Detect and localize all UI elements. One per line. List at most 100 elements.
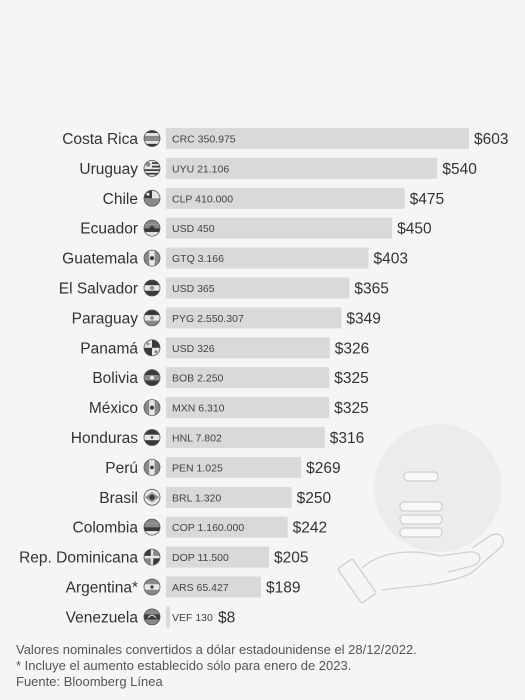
chart-row: Ecuador USD 450 $450 (80, 217, 432, 239)
chart-row: Costa Rica CRC 350.975 $603 (62, 128, 508, 149)
category-label: Panamá (80, 340, 138, 357)
value-label: $475 (410, 191, 444, 208)
minimum-wage-bar-chart: Costa Rica CRC 350.975 $603 Uruguay UYU 21.1… (19, 128, 508, 628)
local-currency-label: USD 450 (172, 223, 215, 235)
category-label: Guatemala (62, 251, 138, 268)
chart-row: Brasil BRL 1.320 $250 (99, 486, 332, 508)
chart-row: Honduras HNL 7.802 $316 (71, 427, 364, 448)
chart-row: México MXN 6.310 $325 (89, 397, 369, 419)
chile-flag-icon (143, 189, 161, 207)
value-label: $603 (474, 131, 508, 148)
bar (166, 367, 330, 389)
bar (166, 128, 469, 149)
value-label: $326 (335, 340, 369, 357)
category-label: Ecuador (80, 221, 138, 238)
bar (166, 217, 393, 239)
local-currency-label: ARS 65.427 (172, 582, 229, 594)
mexico-flag-icon (143, 399, 161, 417)
panama-flag-icon (143, 339, 161, 357)
category-label: Costa Rica (62, 131, 138, 148)
bar (166, 397, 330, 419)
value-label: $540 (442, 161, 477, 178)
venezuela-flag-icon (143, 608, 161, 626)
local-currency-label: BOB 2.250 (172, 373, 224, 385)
uruguay-flag-icon (143, 159, 161, 177)
chart-row: Perú PEN 1.025 $269 (105, 456, 341, 478)
footer-note-conversion: Valores nominales convertidos a dólar es… (16, 642, 417, 657)
value-label: $349 (346, 310, 380, 327)
el-salvador-flag-icon (143, 279, 161, 297)
chart-row: Colombia COP 1.160.000 $242 (73, 516, 327, 538)
category-label: México (89, 400, 138, 417)
chart-row: Venezuela VEF 130 $8 (66, 606, 235, 628)
chart-row: Paraguay PYG 2.550.307 $349 (72, 307, 381, 329)
dominican-republic-flag-icon (143, 548, 161, 566)
category-label: Perú (105, 460, 138, 477)
chart-row: Uruguay UYU 21.106 $540 (79, 157, 477, 179)
chart-row: Argentina* ARS 65.427 $189 (66, 576, 300, 598)
bar (166, 247, 369, 269)
value-label: $242 (293, 520, 327, 537)
costa-rica-flag-icon (143, 130, 161, 147)
value-label: $325 (334, 370, 368, 387)
local-currency-label: PYG 2.550.307 (172, 313, 244, 325)
local-currency-label: BRL 1.320 (172, 492, 221, 504)
chart-row: Rep. Dominicana DOP 11.500 $205 (19, 546, 308, 568)
local-currency-label: USD 365 (172, 283, 215, 295)
colombia-flag-icon (143, 518, 161, 536)
local-currency-label: GTQ 3.166 (172, 253, 224, 265)
bar (166, 456, 302, 478)
chart-row: Panamá USD 326 $326 (80, 337, 369, 359)
value-label: $365 (354, 281, 388, 298)
peru-flag-icon (143, 458, 161, 476)
bolivia-flag-icon (143, 369, 161, 387)
footer-source: Fuente: Bloomberg Línea (16, 674, 163, 689)
ecuador-flag-icon (143, 219, 161, 237)
value-label: $269 (306, 460, 340, 477)
argentina-flag-icon (143, 578, 161, 596)
value-label: $325 (334, 400, 368, 417)
category-label: Argentina* (66, 580, 138, 597)
bar (166, 307, 342, 329)
category-label: Rep. Dominicana (19, 550, 138, 567)
local-currency-label: VEF 130 (172, 612, 213, 624)
local-currency-label: UYU 21.106 (172, 163, 229, 175)
local-currency-label: PEN 1.025 (172, 462, 223, 474)
bar (166, 157, 438, 179)
bar (166, 277, 350, 299)
category-label: Colombia (73, 520, 139, 537)
value-label: $205 (274, 550, 308, 567)
bar (166, 337, 330, 359)
local-currency-label: HNL 7.802 (172, 433, 222, 445)
bar (166, 576, 261, 598)
value-label: $8 (218, 609, 235, 626)
bar (166, 516, 288, 538)
category-label: Venezuela (66, 609, 139, 626)
bar (166, 486, 292, 508)
category-label: Paraguay (72, 310, 139, 327)
category-label: Bolivia (92, 370, 138, 387)
local-currency-label: CLP 410.000 (172, 193, 233, 205)
local-currency-label: USD 326 (172, 343, 215, 355)
brasil-flag-icon (143, 488, 161, 506)
bar (166, 546, 270, 568)
chart-footer: Valores nominales convertidos a dólar es… (16, 642, 516, 690)
value-label: $403 (374, 251, 408, 268)
bar (166, 187, 405, 209)
category-label: El Salvador (59, 281, 138, 298)
local-currency-label: MXN 6.310 (172, 403, 225, 415)
honduras-flag-icon (143, 429, 161, 446)
category-label: Uruguay (79, 161, 138, 178)
guatemala-flag-icon (143, 249, 161, 267)
bar (166, 606, 171, 628)
local-currency-label: DOP 11.500 (172, 552, 229, 564)
category-label: Brasil (99, 490, 138, 507)
value-label: $250 (297, 490, 332, 507)
chart-row: Guatemala GTQ 3.166 $403 (62, 247, 408, 269)
chart-row: El Salvador USD 365 $365 (59, 277, 389, 299)
bar (166, 427, 325, 448)
chart-row: Chile CLP 410.000 $475 (103, 187, 444, 209)
local-currency-label: COP 1.160.000 (172, 522, 244, 534)
category-label: Chile (103, 191, 138, 208)
local-currency-label: CRC 350.975 (172, 134, 236, 146)
